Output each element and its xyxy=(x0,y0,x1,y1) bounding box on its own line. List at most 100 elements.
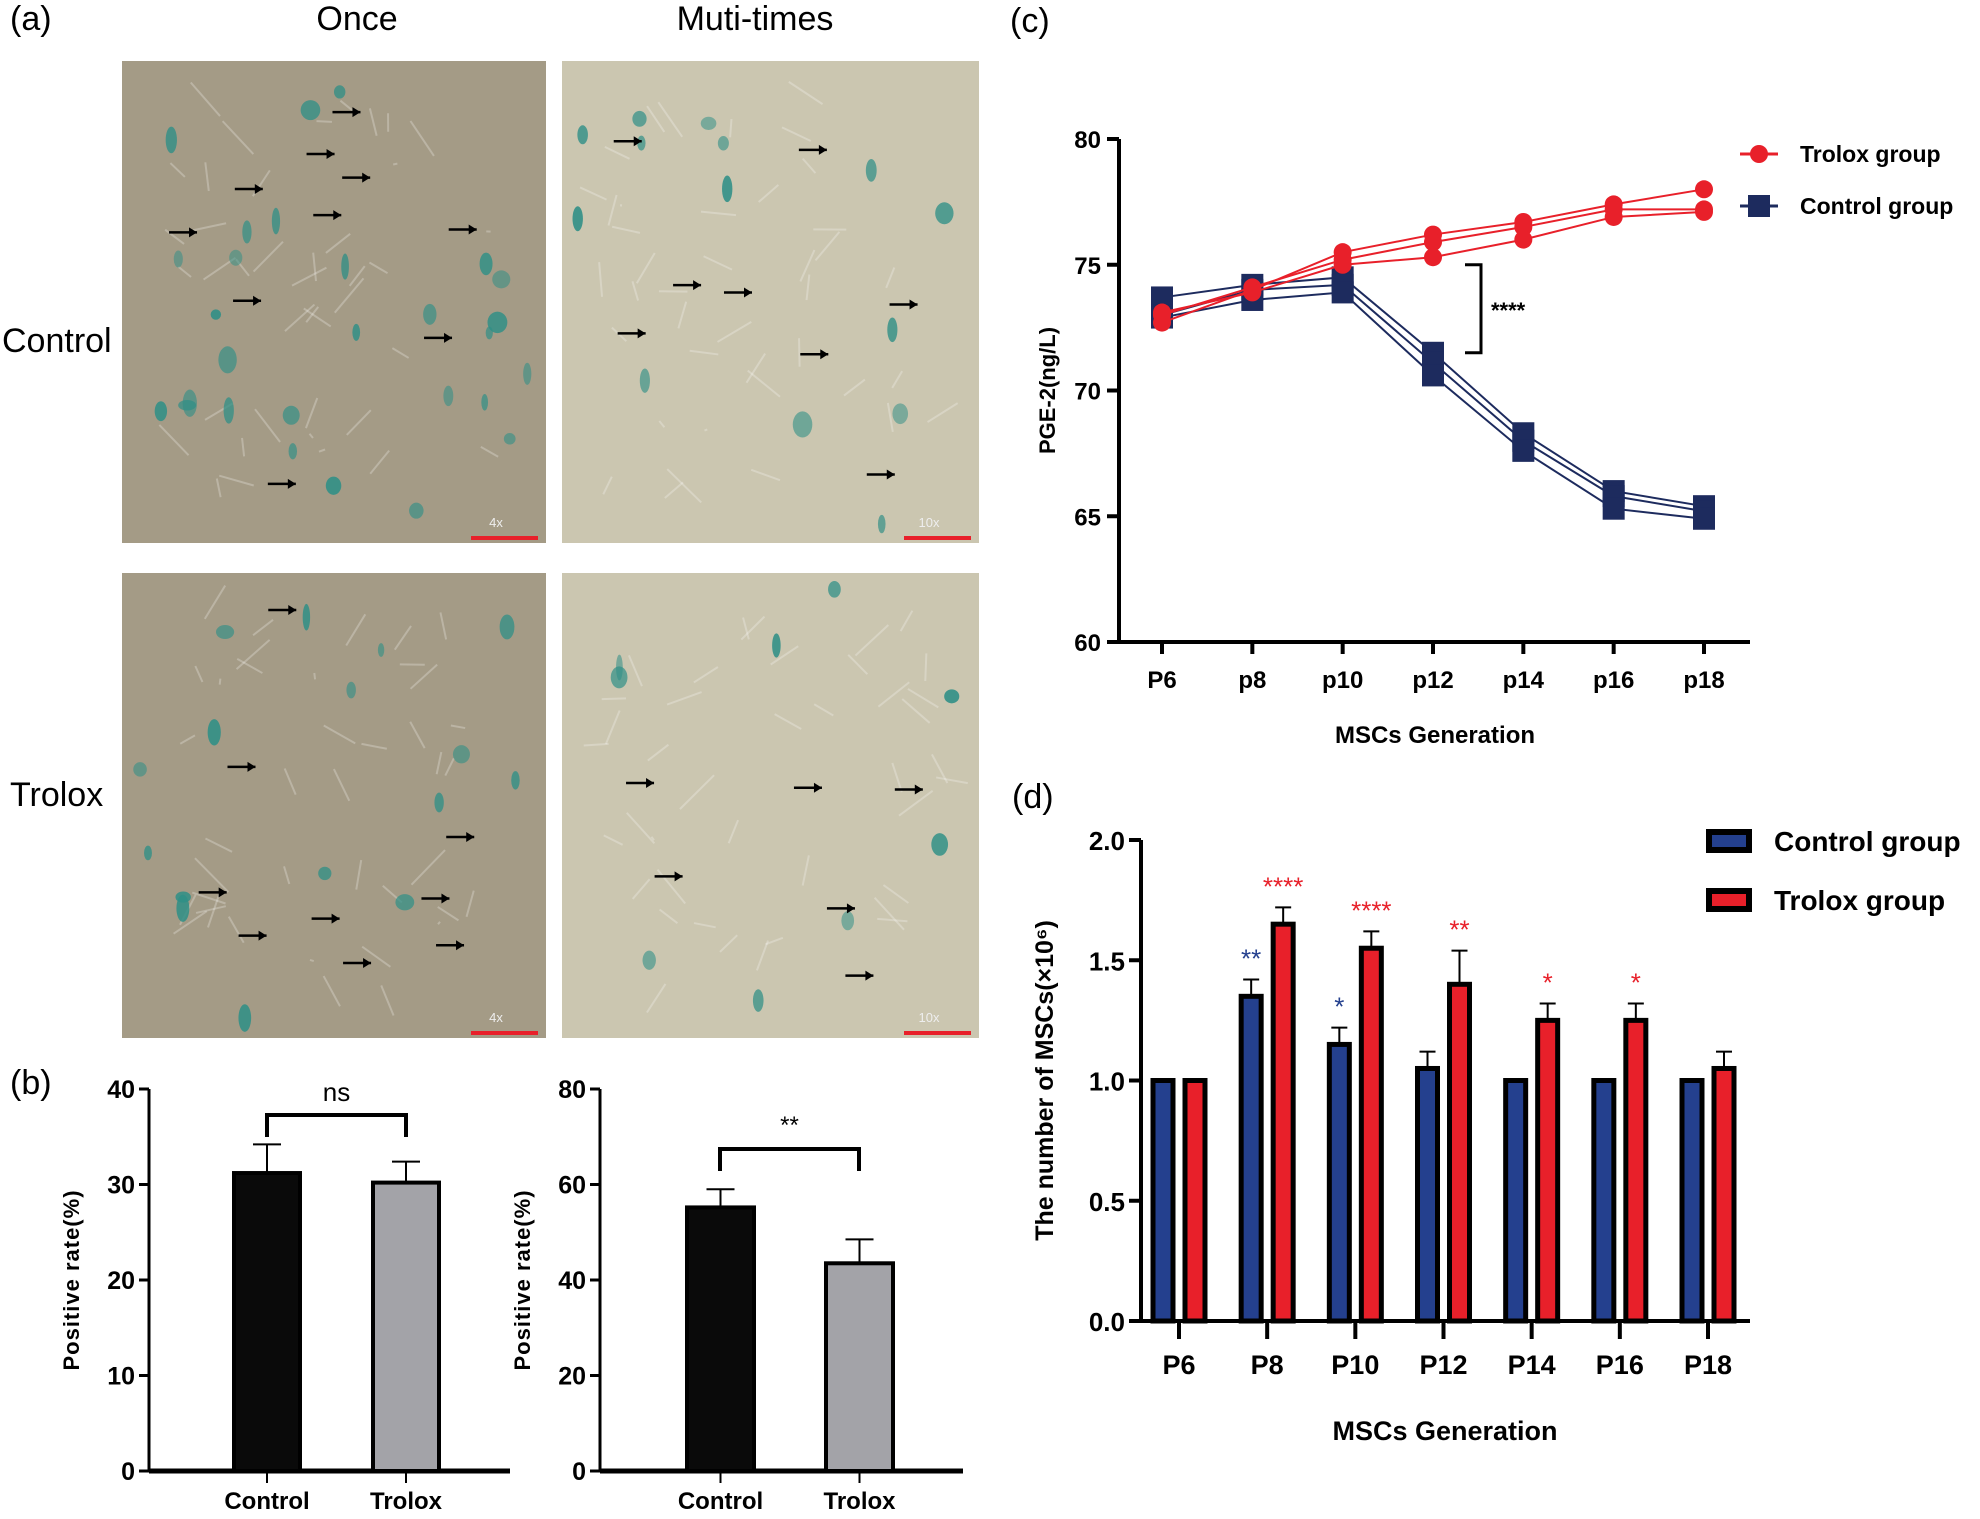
x-tick-label: P6 xyxy=(1147,667,1176,694)
arrow-head-icon xyxy=(818,144,827,155)
cell-outline xyxy=(601,697,627,701)
cell-outline xyxy=(236,657,263,674)
arrow-head-icon xyxy=(258,930,267,941)
cell-outline xyxy=(843,378,866,397)
cell-outline xyxy=(392,162,398,166)
x-tick-label: P14 xyxy=(1508,1350,1556,1380)
panel-b-label: (b) xyxy=(10,1064,52,1102)
stained-cell xyxy=(523,362,532,385)
arrow-head-icon xyxy=(646,777,655,788)
cell-outline xyxy=(740,615,766,641)
stained-cell xyxy=(503,433,516,445)
cell-outline xyxy=(579,186,607,201)
x-tick-label: Control xyxy=(224,1488,309,1515)
y-tick-label: 20 xyxy=(558,1363,586,1391)
cell-outline xyxy=(788,81,824,105)
cell-outline xyxy=(813,703,834,717)
bar-control xyxy=(232,1171,302,1474)
arrow-head-icon xyxy=(468,224,477,235)
bar-trolox xyxy=(1447,981,1472,1324)
bar-control xyxy=(1150,1078,1176,1324)
cell-outline xyxy=(882,884,909,904)
cell-outline xyxy=(437,906,460,922)
stained-cell xyxy=(165,126,177,154)
stained-cell xyxy=(423,303,437,325)
cell-outline xyxy=(207,892,221,928)
cell-outline xyxy=(877,917,908,923)
col-header-multi: Muti-times xyxy=(676,0,834,38)
cell-outline xyxy=(626,812,656,844)
cell-outline xyxy=(631,878,651,900)
x-axis-title: MSCs Generation xyxy=(1332,1416,1557,1446)
stained-cell xyxy=(877,514,886,534)
cell-outline xyxy=(348,265,366,287)
arrow-head-icon xyxy=(247,761,256,772)
bar-trolox xyxy=(1623,1017,1649,1324)
stained-cell xyxy=(841,911,855,931)
stained-cell xyxy=(182,389,197,417)
cell-outline xyxy=(313,672,317,680)
data-point-control xyxy=(1512,439,1535,462)
cell-outline xyxy=(935,776,968,785)
arrow-head-icon xyxy=(189,227,198,238)
x-tick-label: P12 xyxy=(1419,1350,1467,1380)
cell-outline xyxy=(444,757,455,776)
cell-outline xyxy=(805,274,811,301)
cell-outline xyxy=(742,617,750,640)
stained-cell xyxy=(717,135,729,151)
bar-trolox xyxy=(1711,1065,1737,1324)
cell-outline xyxy=(814,231,841,261)
cell-outline xyxy=(194,857,230,893)
cell-outline xyxy=(799,249,816,282)
cell-outline xyxy=(346,409,372,436)
cell-outline xyxy=(907,688,939,709)
cell-outline xyxy=(658,908,679,924)
cell-outline xyxy=(177,265,192,278)
magnification-label: 10x xyxy=(919,515,940,530)
arrow-head-icon xyxy=(253,295,262,306)
bar-control xyxy=(1238,993,1264,1324)
cell-outline xyxy=(666,691,702,706)
magnification-label: 10x xyxy=(919,1010,940,1025)
bar-trolox xyxy=(824,1261,895,1473)
cell-outline xyxy=(380,985,395,1016)
cell-outline xyxy=(604,145,630,160)
cell-outline xyxy=(598,262,604,297)
cell-outline xyxy=(729,118,733,138)
arrow-head-icon xyxy=(813,782,822,793)
y-tick-label: 60 xyxy=(1074,630,1101,657)
stained-cell xyxy=(610,666,628,689)
stained-cell xyxy=(722,175,733,203)
scale-bar xyxy=(904,1031,971,1035)
legend-label: Control group xyxy=(1774,826,1961,857)
micrograph-background xyxy=(562,573,979,1038)
data-point-trolox xyxy=(1695,202,1713,221)
significance-label: * xyxy=(1334,992,1344,1022)
arrow-head-icon xyxy=(466,831,475,842)
cell-outline xyxy=(173,910,208,935)
legend-marker-circle-icon xyxy=(1750,145,1768,163)
cell-outline xyxy=(719,934,738,953)
stained-cell xyxy=(229,249,243,266)
cell-outline xyxy=(927,402,959,423)
cell-outline xyxy=(435,751,443,775)
stained-cell xyxy=(700,116,717,130)
stained-cell xyxy=(377,643,385,657)
significance-label: ** xyxy=(1449,915,1469,945)
y-tick-label: 20 xyxy=(107,1267,135,1295)
arrow-head-icon xyxy=(846,903,855,914)
legend-label: Control group xyxy=(1800,193,1953,219)
scale-bar xyxy=(471,1031,538,1035)
cell-outline xyxy=(215,478,222,498)
cell-outline xyxy=(322,975,341,1007)
cell-outline xyxy=(252,618,274,637)
legend-marker-square-icon xyxy=(1748,195,1770,217)
stained-cell xyxy=(511,771,520,790)
cell-outline xyxy=(164,228,185,245)
y-axis-title: PGE-2(ng/L) xyxy=(1035,327,1060,454)
stained-cell xyxy=(452,745,470,764)
cell-outline xyxy=(716,321,752,343)
x-tick-label: P18 xyxy=(1684,1350,1732,1380)
significance-label: **** xyxy=(1351,895,1391,925)
